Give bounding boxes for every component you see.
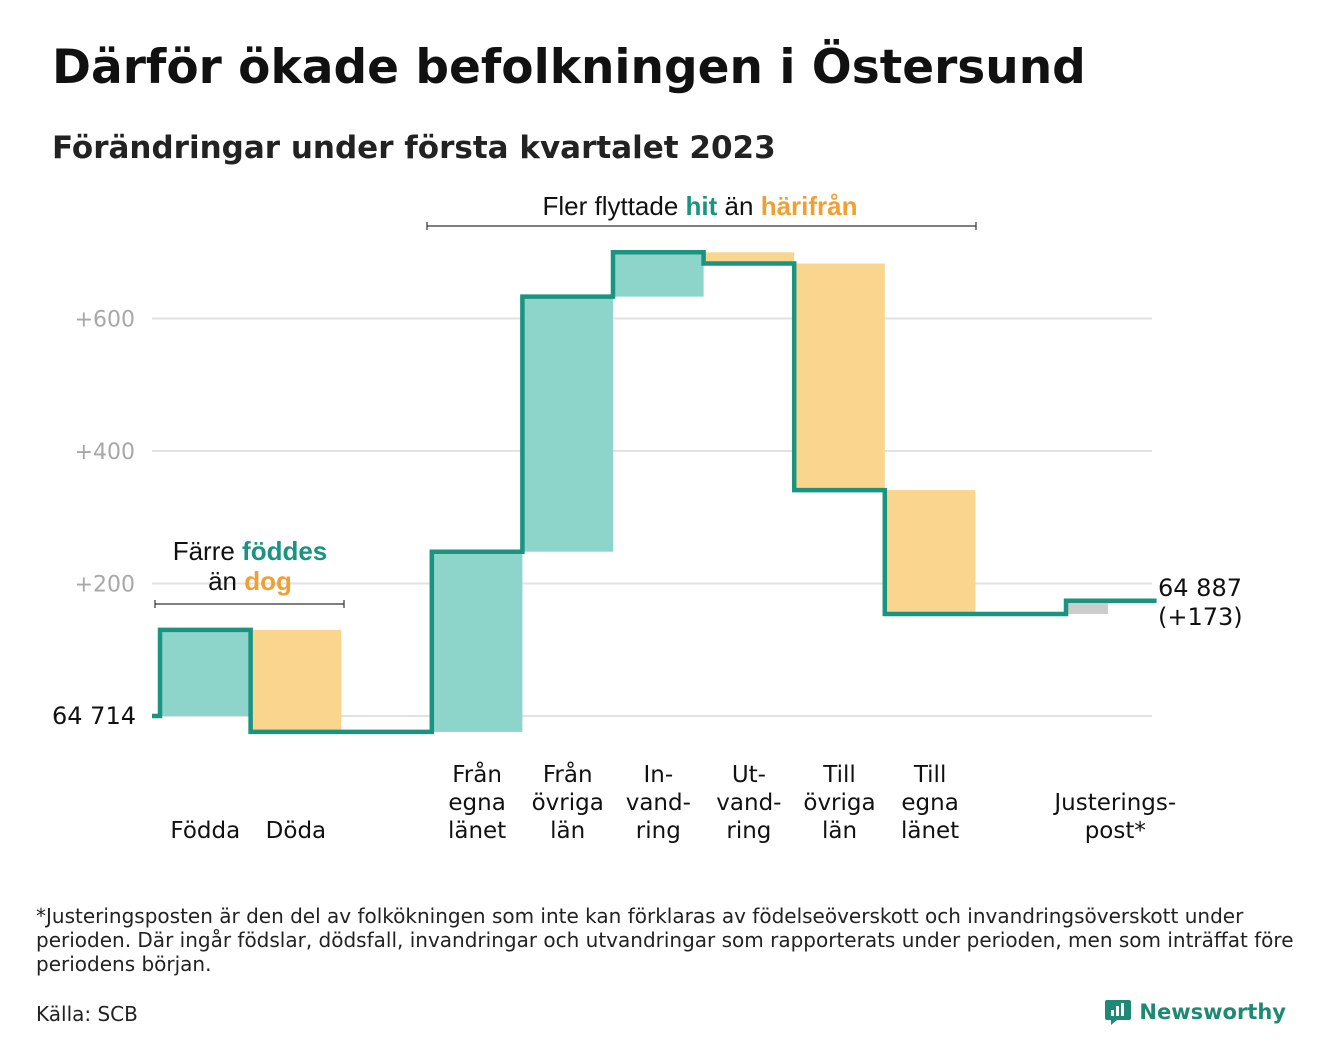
bar <box>431 551 523 732</box>
category-label: Till övriga län <box>803 762 875 844</box>
category-label-line: post* <box>1085 818 1146 844</box>
bars <box>160 252 1108 732</box>
newsworthy-logo: Newsworthy <box>1105 998 1286 1026</box>
logo-text: Newsworthy <box>1139 1000 1286 1024</box>
births-annotation-prefix1: Färre <box>173 536 242 566</box>
category-label-line: övriga <box>532 790 604 816</box>
births-annotation-prefix2: än <box>208 566 244 596</box>
category-label: Från övriga län <box>532 760 604 844</box>
category-label-line: Från <box>452 760 502 788</box>
running-total-path <box>152 250 1157 735</box>
births-annotation-line2: än dog <box>208 566 292 596</box>
category-label-line: egna <box>901 790 958 816</box>
chart-subtitle: Förändringar under första kvartalet 2023 <box>52 130 776 166</box>
category-label-line: vand- <box>716 790 781 816</box>
bar <box>250 629 342 732</box>
bar <box>613 252 704 297</box>
migration-annotation-prefix: Fler flyttade <box>542 191 685 221</box>
category-label: Födda <box>170 818 240 844</box>
migration-annotation: Fler flyttade hit än härifrån <box>426 191 977 230</box>
category-label: Från egna länet <box>448 760 506 844</box>
category-label: Justerings-post* <box>1052 790 1176 844</box>
end-value-line2: (+173) <box>1158 603 1243 631</box>
category-label-line: Födda <box>170 818 240 844</box>
category-label-line: Till <box>913 762 947 788</box>
bar <box>703 252 795 264</box>
category-label-line: Ut- <box>732 762 766 788</box>
migration-annotation-middle: än <box>717 191 760 221</box>
start-value-label: 64 714 <box>52 702 136 730</box>
category-label-line: länet <box>448 818 506 844</box>
category-label-line: länet <box>901 818 959 844</box>
category-label-line: egna <box>448 790 505 816</box>
category-label: Ut-vand-ring <box>716 762 781 844</box>
end-value-line1: 64 887 <box>1158 574 1242 602</box>
births-annotation-foddes: föddes <box>242 536 327 566</box>
bar <box>794 263 885 491</box>
bar <box>160 629 251 716</box>
category-label-line: Till <box>822 762 856 788</box>
category-label-line: Döda <box>266 818 326 844</box>
category-label-line: vand- <box>626 790 691 816</box>
source-text: Källa: SCB <box>36 1002 138 1026</box>
migration-annotation-harifran: härifrån <box>761 191 858 221</box>
category-label: In-vand-ring <box>626 762 691 844</box>
y-tick-label: +200 <box>75 573 135 598</box>
category-label-line: Justerings- <box>1052 790 1176 816</box>
category-label-line: övriga <box>803 790 875 816</box>
footnote: *Justeringsposten är den del av folkökni… <box>36 904 1294 976</box>
bar <box>1068 600 1108 614</box>
births-annotation-line1: Färre föddes <box>173 536 328 566</box>
births-annotation-dog: dog <box>244 566 292 596</box>
category-label-line: län <box>550 818 585 844</box>
births-annotation: Färre föddes än dog <box>154 536 345 608</box>
migration-annotation-hit: hit <box>686 191 718 221</box>
y-tick-label: +600 <box>75 308 135 333</box>
category-label-line: ring <box>726 818 771 844</box>
newsworthy-logo-icon <box>1105 1000 1132 1025</box>
running-total-line <box>152 250 1157 735</box>
category-label-line: In- <box>643 762 673 788</box>
migration-annotation-text: Fler flyttade hit än härifrån <box>542 191 857 221</box>
category-label-line: län <box>822 818 857 844</box>
y-tick-labels: +200 +400 +600 <box>75 308 135 598</box>
category-label: Döda <box>266 818 326 844</box>
chart-title: Därför ökade befolkningen i Östersund <box>52 40 1086 95</box>
bar <box>522 296 613 552</box>
category-label-line: ring <box>636 818 681 844</box>
category-label-line: Från <box>543 760 593 788</box>
category-label: Till egna länet <box>901 762 959 844</box>
bar <box>884 490 976 614</box>
y-tick-label: +400 <box>75 440 135 465</box>
end-value-label: 64 887 (+173) <box>1158 574 1250 631</box>
